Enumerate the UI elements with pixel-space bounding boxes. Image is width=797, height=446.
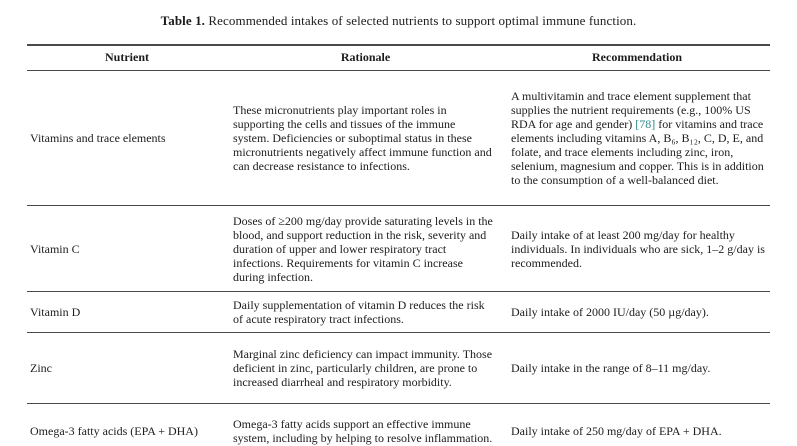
recommendation-cell: Daily intake of at least 200 mg/day for … bbox=[504, 205, 770, 292]
nutrient-cell: Omega-3 fatty acids (EPA + DHA) bbox=[27, 403, 227, 446]
table-row-vitamin-d: Vitamin D Daily supplementation of vitam… bbox=[27, 291, 770, 333]
recommendation-cell: Daily intake of 2000 IU/day (50 µg/day). bbox=[504, 291, 770, 333]
table-row-vitamin-c: Vitamin C Doses of ≥200 mg/day provide s… bbox=[27, 205, 770, 292]
rationale-cell: Marginal zinc deficiency can impact immu… bbox=[227, 332, 504, 404]
rationale-cell: Daily supplementation of vitamin D reduc… bbox=[227, 291, 504, 333]
rationale-cell: Doses of ≥200 mg/day provide saturating … bbox=[227, 205, 504, 292]
table-caption-label: Table 1. bbox=[160, 13, 206, 28]
recommendation-cell: A multivitamin and trace element supplem… bbox=[504, 70, 770, 206]
citation-link-78[interactable]: [78] bbox=[635, 117, 656, 131]
nutrient-cell: Vitamin D bbox=[27, 291, 227, 333]
recommendation-cell: Daily intake in the range of 8–11 mg/day… bbox=[504, 332, 770, 404]
nutrients-table: Nutrient Rationale Recommendation Vitami… bbox=[27, 44, 770, 446]
rationale-cell: These micronutrients play important role… bbox=[227, 70, 504, 206]
recommendation-text-pre: A multivitamin and trace element supplem… bbox=[511, 89, 751, 131]
nutrient-cell: Vitamins and trace elements bbox=[27, 70, 227, 206]
column-header-rationale: Rationale bbox=[227, 44, 504, 71]
column-header-recommendation: Recommendation bbox=[504, 44, 770, 71]
table-row-vitamins-trace-elements: Vitamins and trace elements These micron… bbox=[27, 70, 770, 206]
rationale-cell: Omega-3 fatty acids support an effective… bbox=[227, 403, 504, 446]
table-caption: Table 1. Recommended intakes of selected… bbox=[0, 13, 797, 29]
table-caption-text: Recommended intakes of selected nutrient… bbox=[208, 13, 637, 28]
nutrient-cell: Zinc bbox=[27, 332, 227, 404]
nutrient-cell: Vitamin C bbox=[27, 205, 227, 292]
table-row-omega-3: Omega-3 fatty acids (EPA + DHA) Omega-3 … bbox=[27, 403, 770, 446]
column-header-nutrient: Nutrient bbox=[27, 44, 227, 71]
table-row-zinc: Zinc Marginal zinc deficiency can impact… bbox=[27, 332, 770, 404]
recommendation-text-post: for vitamins and trace elements includin… bbox=[511, 117, 764, 187]
recommendation-cell: Daily intake of 250 mg/day of EPA + DHA. bbox=[504, 403, 770, 446]
table-header-row: Nutrient Rationale Recommendation bbox=[27, 44, 770, 71]
